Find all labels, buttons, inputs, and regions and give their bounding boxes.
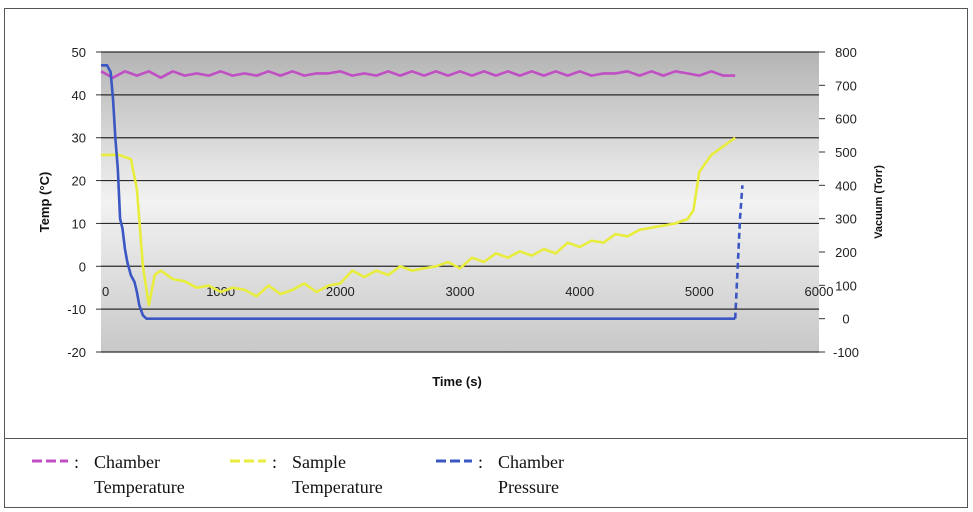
legend-separator: : (478, 452, 483, 472)
y-right-tick-label: 0 (842, 312, 849, 327)
legend-separator: : (272, 452, 277, 472)
y-left-tick-label: 50 (72, 45, 86, 60)
x-tick-label: 3000 (446, 284, 475, 299)
legend-label-sample-temperature: Sample (292, 452, 346, 472)
legend-label-chamber-temperature-line2: Temperature (94, 477, 185, 497)
y-left-tick-label: 10 (72, 216, 86, 231)
y-right-tick-label: 300 (835, 212, 857, 227)
legend-label-chamber-pressure-line2: Pressure (498, 477, 559, 497)
x-tick-label: 4000 (565, 284, 594, 299)
legend-label-chamber-pressure: Chamber (498, 452, 564, 472)
y-right-tick-label: 800 (835, 45, 857, 60)
series-line-chamber-pressure-vent- (733, 185, 744, 319)
x-axis-label: Time (s) (432, 374, 482, 389)
series-layer (100, 64, 744, 320)
plot-area (101, 52, 819, 352)
x-axis-ticks: 0 1000 2000 3000 4000 5000 6000 (102, 284, 833, 299)
right-axis-ticks: 800 700 600 500 400 300 200 100 0 -100 (819, 45, 859, 360)
y-left-tick-label: 0 (79, 259, 86, 274)
y-right-axis-label: Vacuum (Torr) (873, 165, 885, 239)
y-left-tick-label: -10 (67, 302, 86, 317)
legend-label-chamber-temperature: Chamber (94, 452, 160, 472)
left-axis-ticks: 50 40 30 20 10 0 -10 -20 (67, 45, 101, 360)
gridlines (101, 51, 819, 353)
y-left-tick-label: 20 (72, 174, 86, 189)
y-left-tick-label: -20 (67, 345, 86, 360)
x-tick-label: 6000 (805, 284, 834, 299)
legend: : Chamber Temperature: Sample Temperature: Ch… (32, 452, 564, 497)
legend-label-sample-temperature-line2: Temperature (292, 477, 383, 497)
y-right-tick-label: 200 (835, 245, 857, 260)
y-right-tick-label: 500 (835, 145, 857, 160)
y-left-tick-label: 30 (72, 131, 86, 146)
x-tick-label: 0 (102, 284, 109, 299)
legend-divider (4, 438, 968, 439)
y-right-tick-label: 600 (835, 112, 857, 127)
y-right-tick-label: 100 (835, 278, 857, 293)
y-left-axis-label: Temp (°C) (37, 172, 52, 233)
y-right-tick-label: -100 (833, 345, 859, 360)
series-line-chamber-temperature (100, 70, 736, 79)
x-tick-label: 5000 (685, 284, 714, 299)
y-right-tick-label: 400 (835, 178, 857, 193)
y-left-tick-label: 40 (72, 88, 86, 103)
y-right-tick-label: 700 (835, 78, 857, 93)
x-tick-label: 2000 (326, 284, 355, 299)
series-line-sample-temperature (101, 136, 736, 307)
series-line-chamber-pressure (101, 64, 736, 320)
legend-separator: : (74, 452, 79, 472)
